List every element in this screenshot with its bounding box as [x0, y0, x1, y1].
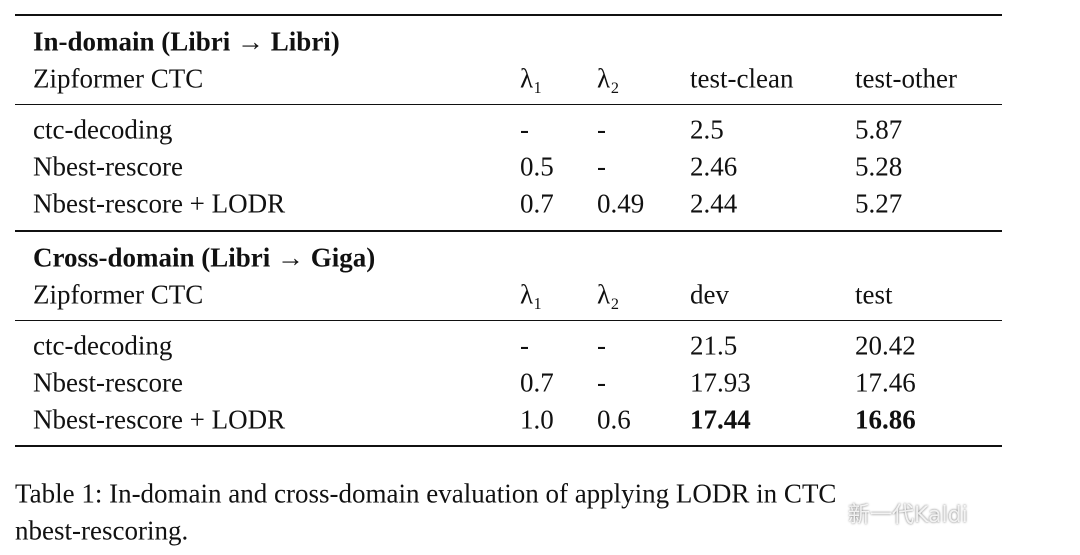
table-cell: - [597, 367, 606, 398]
table-cell: - [520, 330, 529, 361]
table-cell: Nbest-rescore + LODR [33, 188, 286, 219]
table-cell: - [520, 114, 529, 145]
section-rule [15, 230, 1002, 232]
table-cell: 16.86 [855, 404, 916, 435]
table-cell: 5.27 [855, 188, 903, 219]
table-cell: 1.0 [520, 404, 554, 435]
header-cell: test [855, 279, 893, 310]
watermark: 新一代Kaldi [848, 503, 968, 528]
header-cell: λ₁ [520, 63, 543, 94]
table-cell: 2.46 [690, 151, 738, 182]
table-cell: ctc-decoding [33, 114, 173, 145]
table-cell: 21.5 [690, 330, 738, 361]
table-cell: 2.44 [690, 188, 738, 219]
table-cell: ctc-decoding [33, 330, 173, 361]
mid-rule [15, 320, 1002, 321]
table-cell: 17.46 [855, 367, 916, 398]
table-cell: 17.93 [690, 367, 751, 398]
table-cell: Nbest-rescore + LODR [33, 404, 286, 435]
header-cell: λ₂ [597, 279, 620, 310]
table-cell: - [597, 151, 606, 182]
header-cell: dev [690, 279, 729, 310]
caption-line: Table 1: In-domain and cross-domain eval… [15, 478, 837, 509]
header-cell: Zipformer CTC [33, 279, 204, 310]
table-cell: 0.7 [520, 367, 554, 398]
table-cell: - [597, 114, 606, 145]
table-cell: Nbest-rescore [33, 367, 183, 398]
table-cell: 17.44 [690, 404, 751, 435]
table-cell: 0.5 [520, 151, 554, 182]
section-title: In-domain (Libri → Libri) [33, 26, 340, 57]
bottom-rule [15, 445, 1002, 447]
table-cell: 5.28 [855, 151, 903, 182]
table-cell: - [597, 330, 606, 361]
table-cell: 5.87 [855, 114, 903, 145]
table-cell: 0.49 [597, 188, 645, 219]
top-rule [15, 14, 1002, 16]
table-cell: 0.6 [597, 404, 631, 435]
header-cell: test-other [855, 63, 957, 94]
header-cell: Zipformer CTC [33, 63, 204, 94]
table-cell: 20.42 [855, 330, 916, 361]
header-cell: test-clean [690, 63, 794, 94]
section-title: Cross-domain (Libri → Giga) [33, 242, 376, 273]
mid-rule [15, 104, 1002, 105]
header-cell: λ₂ [597, 63, 620, 94]
table-cell: Nbest-rescore [33, 151, 183, 182]
table-cell: 2.5 [690, 114, 724, 145]
caption-line: nbest-rescoring. [15, 515, 189, 546]
table-cell: 0.7 [520, 188, 554, 219]
header-cell: λ₁ [520, 279, 543, 310]
